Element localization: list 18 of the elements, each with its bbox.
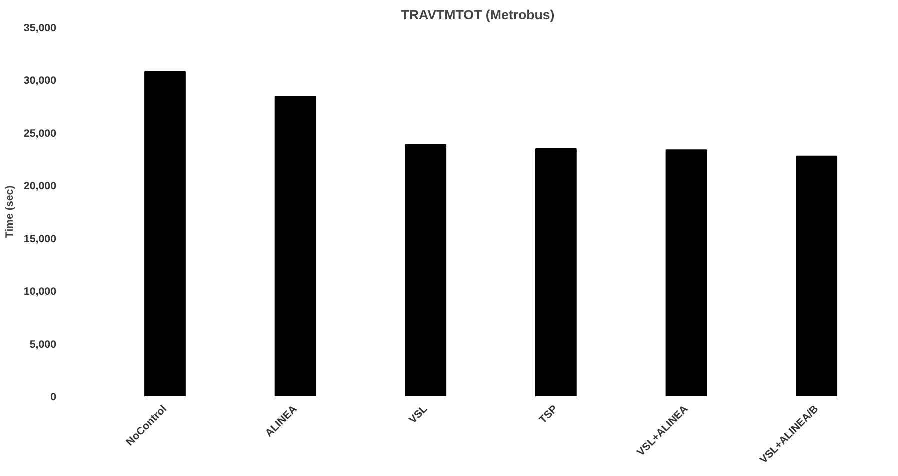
bar bbox=[274, 96, 316, 396]
y-tick-label: 15,000 bbox=[24, 233, 57, 246]
bar bbox=[405, 144, 447, 396]
y-tick-label: 20,000 bbox=[24, 180, 57, 193]
y-tick-label: 35,000 bbox=[24, 22, 57, 34]
y-tick-label: 0 bbox=[50, 392, 57, 404]
bar bbox=[666, 150, 708, 396]
bar bbox=[144, 71, 186, 396]
x-tick-label: TSP bbox=[537, 403, 560, 426]
bar bbox=[796, 156, 838, 396]
bar bbox=[535, 148, 577, 396]
y-tick-label: 25,000 bbox=[24, 128, 57, 140]
y-tick-label: 5,000 bbox=[30, 338, 57, 351]
x-tick-label: VSL bbox=[406, 402, 430, 426]
chart-title: TRAVTMTOT (Metrobus) bbox=[401, 8, 555, 22]
y-tick-label: 30,000 bbox=[24, 75, 57, 88]
y-tick-label: 10,000 bbox=[24, 286, 57, 298]
y-axis-title: Time (sec) bbox=[4, 185, 16, 238]
